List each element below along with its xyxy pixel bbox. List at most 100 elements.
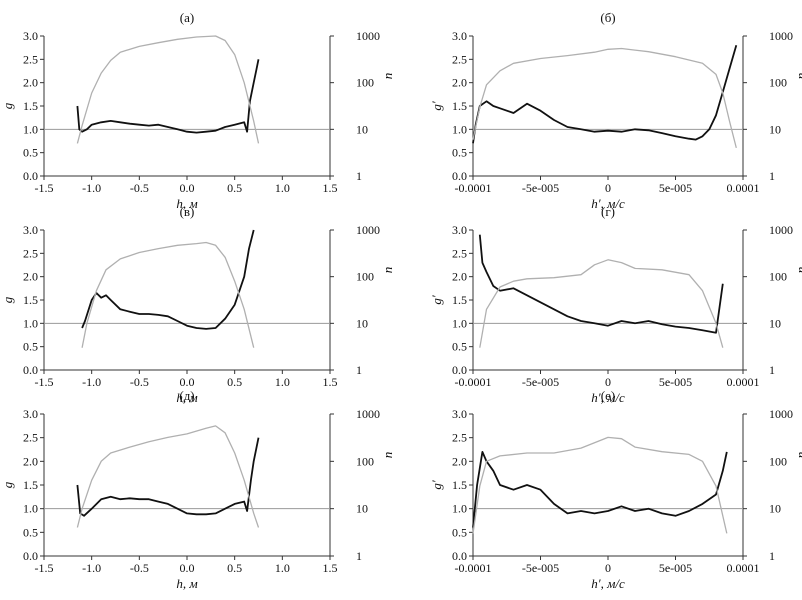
y-right-tick-label: 10 — [769, 122, 781, 136]
y-right-tick-label: 100 — [769, 270, 787, 284]
y-tick-label: 1.0 — [452, 316, 467, 330]
y-right-tick-label: 100 — [769, 76, 787, 90]
y-tick-label: 0.0 — [452, 169, 467, 183]
y-tick-label: 2.5 — [23, 431, 38, 445]
x-tick-label: 0 — [605, 561, 611, 575]
x-tick-label: 0.5 — [227, 375, 242, 389]
x-tick-label: 1.0 — [275, 561, 290, 575]
y-right-tick-label: 1000 — [356, 407, 380, 421]
x-tick-label: 0.0001 — [727, 561, 760, 575]
y-tick-label: 3.0 — [23, 29, 38, 43]
y-right-tick-label: 1 — [356, 363, 362, 377]
y-tick-label: 2.0 — [452, 270, 467, 284]
chart-panel-4: (г) -0.0001 -5e-005 0 5e-005 0.0001 0.0 0.5 1.0 1… — [429, 204, 802, 405]
y-tick-label: 1.5 — [23, 478, 38, 492]
x-tick-label: 0.5 — [227, 561, 242, 575]
y-axis-label-right: n — [793, 267, 802, 274]
y-tick-label: 1.0 — [23, 316, 38, 330]
x-tick-label: 0.0001 — [727, 375, 760, 389]
y-tick-label: 1.0 — [452, 502, 467, 516]
count-series-line — [472, 47, 737, 149]
y-right-tick-label: 100 — [356, 454, 374, 468]
y-axis-label-right: n — [380, 452, 395, 459]
count-series-line — [472, 436, 728, 534]
chart-title: (а) — [180, 10, 194, 25]
x-tick-label: -0.5 — [130, 561, 149, 575]
y-tick-label: 1.5 — [23, 293, 38, 307]
x-tick-label: 5e-005 — [659, 181, 692, 195]
x-tick-label: -1.5 — [35, 375, 54, 389]
count-series-line — [76, 425, 260, 528]
x-tick-label: 0.0 — [180, 561, 195, 575]
y-axis-label: g′ — [429, 101, 444, 111]
x-axis-label: h′, м/с — [591, 196, 625, 211]
ratio-series-line — [478, 234, 724, 334]
chart-panel-1: (а) -1.5 -1.0 -0.5 0.0 0.5 1.0 1.5 0.0 0.5 1.0 1.5 2… — [0, 10, 395, 211]
x-tick-label: 1.5 — [323, 181, 338, 195]
y-tick-label: 0.5 — [452, 146, 467, 160]
y-right-tick-label: 1 — [769, 169, 775, 183]
x-tick-label: 1.0 — [275, 181, 290, 195]
y-axis-label-right: n — [380, 73, 395, 80]
y-right-tick-label: 1 — [356, 169, 362, 183]
chart-title: (г) — [601, 204, 615, 219]
x-tick-label: 0.5 — [227, 181, 242, 195]
y-right-tick-label: 1000 — [769, 223, 793, 237]
ratio-series-line — [76, 437, 260, 517]
x-tick-label: 1.5 — [323, 375, 338, 389]
chart-panel-2: (б) -0.0001 -5e-005 0 5e-005 0.0001 0.0 0.5 1.0 1… — [429, 10, 802, 211]
x-tick-label: -5e-005 — [522, 375, 559, 389]
x-axis-label: h, м — [176, 196, 197, 211]
ratio-series-line — [76, 59, 260, 134]
y-axis-label: g — [0, 102, 15, 109]
y-right-tick-label: 1 — [769, 363, 775, 377]
y-right-tick-label: 1 — [769, 549, 775, 563]
chart-title: (в) — [180, 204, 195, 219]
y-tick-label: 0.5 — [452, 340, 467, 354]
x-tick-label: 0 — [605, 181, 611, 195]
y-right-tick-label: 10 — [769, 502, 781, 516]
x-tick-label: 0 — [605, 375, 611, 389]
y-axis-label-right: n — [380, 267, 395, 274]
y-right-tick-label: 10 — [356, 316, 368, 330]
x-tick-label: -0.0001 — [455, 375, 492, 389]
y-tick-label: 1.5 — [452, 478, 467, 492]
y-right-tick-label: 10 — [356, 122, 368, 136]
y-right-tick-label: 1000 — [769, 29, 793, 43]
count-series-line — [76, 35, 260, 144]
chart-title: (е) — [601, 388, 615, 403]
y-tick-label: 0.0 — [23, 363, 38, 377]
y-tick-label: 0.5 — [23, 146, 38, 160]
y-tick-label: 0.0 — [452, 363, 467, 377]
y-right-tick-label: 1000 — [356, 223, 380, 237]
x-tick-label: 5e-005 — [659, 561, 692, 575]
y-right-tick-label: 1 — [356, 549, 362, 563]
y-tick-label: 1.0 — [452, 122, 467, 136]
x-tick-label: 0.0001 — [727, 181, 760, 195]
x-tick-label: -1.5 — [35, 561, 54, 575]
x-tick-label: -0.0001 — [455, 181, 492, 195]
y-right-tick-label: 100 — [356, 270, 374, 284]
chart-panel-6: (е) -0.0001 -5e-005 0 5e-005 0.0001 0.0 0.5 1.0 1… — [429, 388, 802, 591]
y-axis-label: g′ — [429, 295, 444, 305]
y-tick-label: 2.0 — [23, 270, 38, 284]
y-tick-label: 2.0 — [23, 76, 38, 90]
y-right-tick-label: 10 — [356, 502, 368, 516]
chart-panel-5: (д) -1.5 -1.0 -0.5 0.0 0.5 1.0 1.5 0.0 0.5 1.0 1.5 2… — [0, 388, 395, 591]
y-right-tick-label: 1000 — [356, 29, 380, 43]
x-tick-label: 0.0 — [180, 375, 195, 389]
x-axis-label: h′, м/с — [591, 390, 625, 405]
x-tick-label: -1.5 — [35, 181, 54, 195]
y-tick-label: 2.5 — [23, 52, 38, 66]
chart-panel-3: (в) -1.5 -1.0 -0.5 0.0 0.5 1.0 1.5 0.0 0.5 1.0 1.5 2… — [0, 204, 395, 405]
y-tick-label: 2.5 — [452, 52, 467, 66]
y-right-tick-label: 10 — [769, 316, 781, 330]
x-tick-label: -1.0 — [82, 181, 101, 195]
y-right-tick-label: 1000 — [769, 407, 793, 421]
y-axis-label: g — [0, 481, 15, 488]
x-tick-label: 5e-005 — [659, 375, 692, 389]
y-tick-label: 0.5 — [23, 340, 38, 354]
y-tick-label: 1.0 — [23, 502, 38, 516]
y-tick-label: 0.0 — [23, 549, 38, 563]
